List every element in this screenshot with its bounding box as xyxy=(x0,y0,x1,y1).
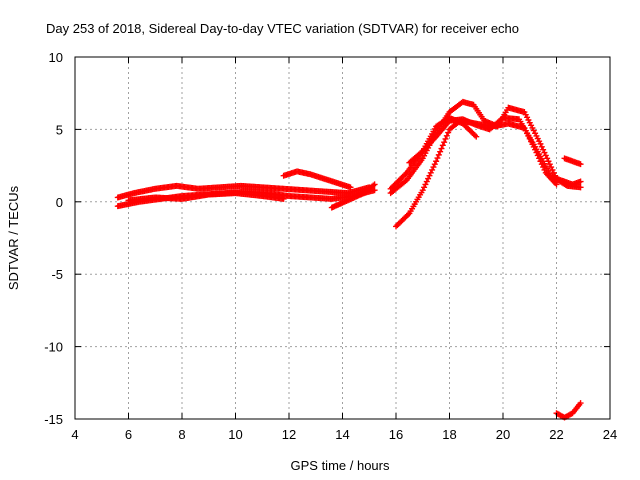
data-point xyxy=(371,187,378,194)
data-point xyxy=(430,164,437,171)
x-tick-label: 18 xyxy=(442,427,456,442)
x-tick-label: 8 xyxy=(178,427,185,442)
x-tick-label: 14 xyxy=(335,427,349,442)
y-axis-label: SDTVAR / TECUs xyxy=(6,185,21,290)
y-tick-label: 5 xyxy=(56,122,63,137)
data-point xyxy=(427,169,434,176)
series-arc-c xyxy=(125,190,287,204)
data-point xyxy=(425,175,432,182)
series-arc-d xyxy=(280,168,354,191)
y-tick-label: -10 xyxy=(44,340,63,355)
data-point xyxy=(542,152,549,159)
series-arc-e xyxy=(328,181,378,211)
data-point xyxy=(433,158,440,165)
grid-lines xyxy=(75,57,610,419)
y-tick-label: 0 xyxy=(56,195,63,210)
data-point xyxy=(577,184,584,191)
data-point xyxy=(540,146,547,153)
x-tick-label: 4 xyxy=(71,427,78,442)
data-point xyxy=(347,184,354,191)
data-point xyxy=(426,172,433,179)
series-arc-a xyxy=(114,182,373,201)
data-point xyxy=(441,139,448,146)
data-point xyxy=(438,145,445,152)
data-point xyxy=(553,181,560,188)
y-tick-label: -5 xyxy=(51,267,63,282)
data-point xyxy=(423,178,430,185)
data-point xyxy=(577,178,584,185)
data-point xyxy=(421,184,428,191)
y-tick-label: -15 xyxy=(44,412,63,427)
data-point xyxy=(538,143,545,150)
axis-ticks: 4 6 8 10 12 14 16 18 20 22 24 -15 -10 -5 0 5 10 xyxy=(44,50,617,442)
chart-title: Day 253 of 2018, Sidereal Day-to-day VTE… xyxy=(46,21,519,36)
data-point xyxy=(431,161,438,168)
data-point xyxy=(439,142,446,149)
series-arc-h xyxy=(393,117,560,230)
x-tick-label: 6 xyxy=(125,427,132,442)
data-point xyxy=(443,132,450,139)
data-point xyxy=(473,133,480,140)
x-tick-label: 22 xyxy=(549,427,563,442)
data-point xyxy=(445,129,452,136)
data-point xyxy=(541,149,548,156)
x-tick-label: 20 xyxy=(496,427,510,442)
data-point xyxy=(434,155,441,162)
data-point xyxy=(544,155,551,162)
data-point xyxy=(371,181,378,188)
data-point xyxy=(280,195,287,202)
data-point xyxy=(429,166,436,173)
series-arc-k xyxy=(553,400,584,421)
y-tick-label: 10 xyxy=(49,50,63,65)
data-point xyxy=(422,181,429,188)
data-points xyxy=(114,98,584,421)
data-point xyxy=(437,148,444,155)
data-point xyxy=(577,400,584,407)
x-tick-label: 24 xyxy=(603,427,617,442)
x-tick-label: 16 xyxy=(389,427,403,442)
x-axis-label: GPS time / hours xyxy=(291,458,390,473)
series-arc-i xyxy=(406,114,480,166)
x-tick-label: 12 xyxy=(282,427,296,442)
data-point xyxy=(442,135,449,142)
data-point xyxy=(435,151,442,158)
x-tick-label: 10 xyxy=(228,427,242,442)
data-point xyxy=(577,161,584,168)
series-arc-j xyxy=(561,155,584,168)
